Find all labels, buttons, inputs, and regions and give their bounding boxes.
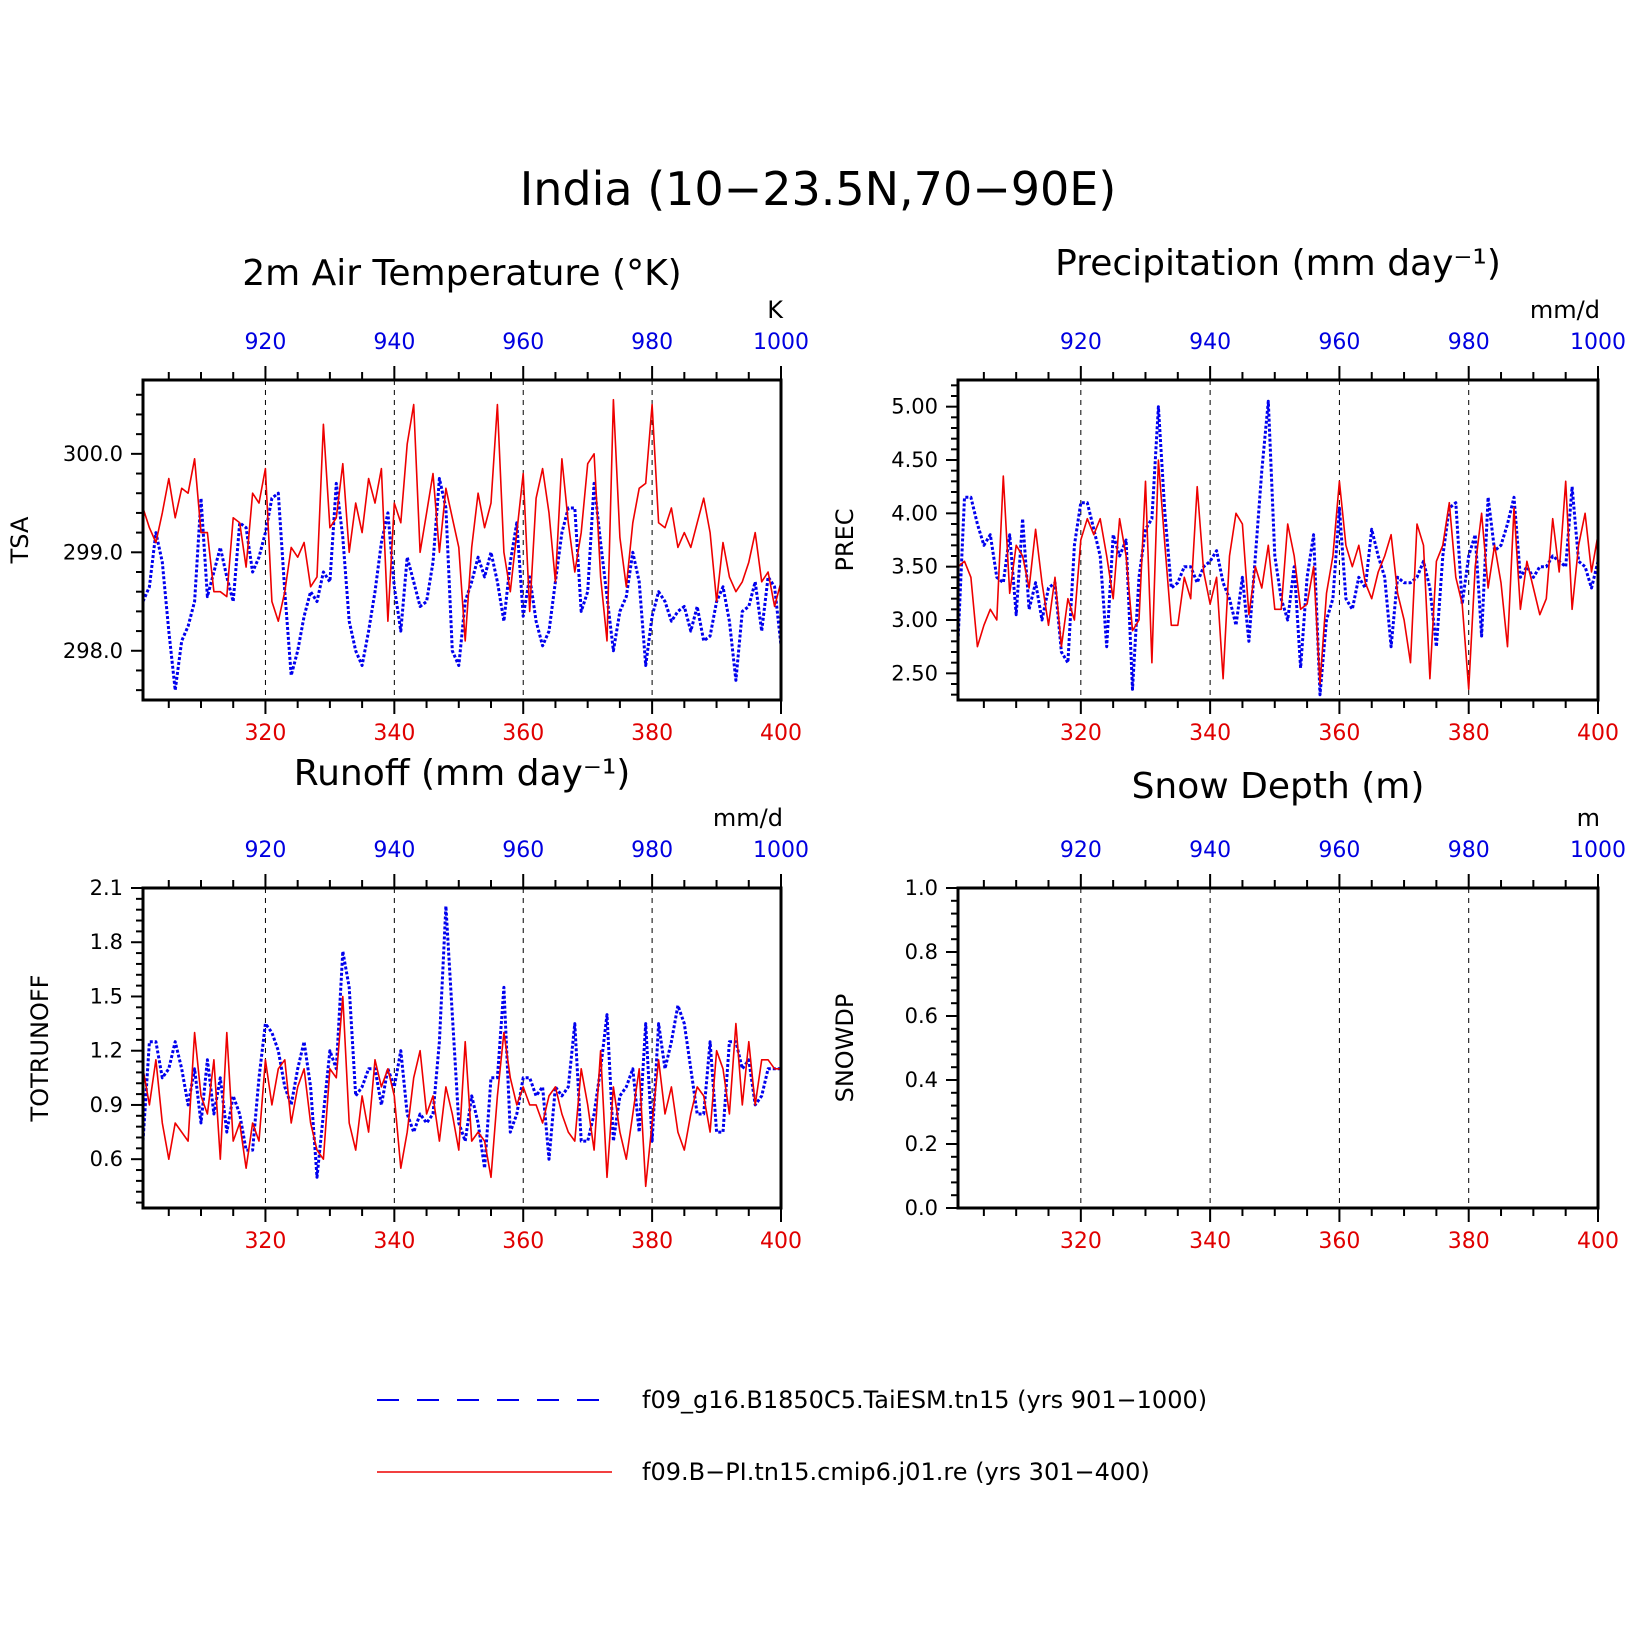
x-tick-label-bottom: 400 [760, 1229, 802, 1254]
y-tick-label: 0.0 [905, 1196, 938, 1220]
panel-title: Precipitation (mm day⁻¹) [1055, 243, 1501, 284]
x-tick-label-top: 1000 [1570, 330, 1626, 355]
y-tick-label: 299.0 [63, 540, 123, 564]
panel-snowdp: Snow Depth (m) 320 340 360 380 400 920 940 960 98… [831, 766, 1626, 1254]
y-tick-label: 0.2 [905, 1132, 938, 1156]
series-line-cmip6 [142, 995, 781, 1188]
x-tick-label-top: 920 [1060, 330, 1102, 355]
series-line-taiesm [956, 399, 1600, 697]
x-tick-label-bottom: 380 [1448, 1229, 1490, 1254]
y-tick-label: 1.5 [90, 984, 123, 1008]
plot-frame [956, 886, 1600, 1210]
x-tick-label-top: 940 [373, 330, 415, 355]
y-tick-label: 2.50 [891, 661, 938, 685]
y-tick-label: 300.0 [63, 442, 123, 466]
x-tick-label-top: 980 [1448, 330, 1490, 355]
plot-frame [141, 378, 783, 702]
x-tick-label-top: 940 [1189, 838, 1231, 863]
x-tick-label-top: 980 [1448, 838, 1490, 863]
series-line-cmip6 [957, 459, 1599, 691]
x-tick-label-top: 980 [631, 838, 673, 863]
x-tick-label-top: 920 [1060, 838, 1102, 863]
x-tick-label-top: 960 [1318, 330, 1360, 355]
x-tick-label-bottom: 400 [760, 721, 802, 746]
x-tick-label-bottom: 340 [373, 1229, 415, 1254]
panel-title: Runoff (mm day⁻¹) [294, 753, 631, 794]
panel-title: 2m Air Temperature (°K) [242, 253, 681, 294]
x-tick-label-bottom: 360 [1318, 721, 1360, 746]
y-tick-label: 4.50 [891, 448, 938, 472]
x-tick-label-top: 940 [373, 838, 415, 863]
x-tick-label-bottom: 340 [1189, 1229, 1231, 1254]
panel-tsa: 2m Air Temperature (°K) 320 340 360 380 400 92… [6, 253, 809, 746]
y-axis-label: TOTRUNOFF [26, 975, 54, 1123]
x-tick-label-top: 1000 [753, 330, 809, 355]
y-axis-label: PREC [831, 508, 859, 571]
y-axis-label: SNOWDP [831, 994, 859, 1103]
y-tick-label: 0.8 [905, 940, 938, 964]
x-tick-label-bottom: 320 [244, 1229, 286, 1254]
x-tick-label-top: 1000 [753, 838, 809, 863]
y-tick-label: 5.00 [891, 395, 938, 419]
x-tick-label-top: 1000 [1570, 838, 1626, 863]
x-tick-label-bottom: 320 [244, 721, 286, 746]
x-tick-label-bottom: 380 [1448, 721, 1490, 746]
y-tick-label: 0.6 [905, 1004, 938, 1028]
plot-frame [956, 378, 1600, 702]
x-tick-label-top: 960 [502, 330, 544, 355]
units-label: m [1577, 804, 1600, 832]
x-tick-label-bottom: 380 [631, 1229, 673, 1254]
figure-title: India (10−23.5N,70−90E) [520, 162, 1117, 216]
y-tick-label: 4.00 [891, 501, 938, 525]
x-tick-label-bottom: 320 [1060, 721, 1102, 746]
y-tick-label: 2.1 [90, 876, 123, 900]
panel-prec: Precipitation (mm day⁻¹) 320 340 360 380 400 9… [831, 243, 1626, 746]
legend-label: f09.B−PI.tn15.cmip6.j01.re (yrs 301−400) [642, 1458, 1150, 1486]
units-label: K [767, 296, 784, 324]
series-line-cmip6 [142, 398, 782, 642]
units-label: mm/d [713, 804, 783, 832]
x-tick-label-bottom: 360 [502, 1229, 544, 1254]
y-tick-label: 3.50 [891, 555, 938, 579]
units-label: mm/d [1530, 296, 1600, 324]
x-tick-label-bottom: 400 [1577, 721, 1619, 746]
x-tick-label-bottom: 320 [1060, 1229, 1102, 1254]
x-tick-label-bottom: 400 [1577, 1229, 1619, 1254]
panel-title: Snow Depth (m) [1132, 766, 1425, 807]
series-line-taiesm [141, 904, 781, 1179]
legend-label: f09_g16.B1850C5.TaiESM.tn15 (yrs 901−100… [642, 1386, 1207, 1414]
y-tick-label: 0.9 [90, 1093, 123, 1117]
y-tick-label: 1.8 [90, 930, 123, 954]
panel-totrunoff: Runoff (mm day⁻¹) 320 340 360 380 400 920 940 96… [26, 753, 809, 1254]
y-tick-label: 0.4 [905, 1068, 938, 1092]
legend: f09_g16.B1850C5.TaiESM.tn15 (yrs 901−100… [377, 1386, 1207, 1486]
x-tick-label-top: 920 [244, 838, 286, 863]
x-tick-label-bottom: 360 [1318, 1229, 1360, 1254]
x-tick-label-top: 980 [631, 330, 673, 355]
y-tick-label: 3.00 [891, 608, 938, 632]
y-axis-label: TSA [6, 516, 34, 564]
plot-frame [141, 886, 783, 1210]
y-tick-label: 298.0 [63, 639, 123, 663]
panels: 2m Air Temperature (°K) 320 340 360 380 400 92… [6, 243, 1626, 1254]
x-tick-label-top: 920 [244, 330, 286, 355]
y-tick-label: 1.0 [905, 876, 938, 900]
x-tick-label-bottom: 380 [631, 721, 673, 746]
x-tick-label-bottom: 360 [502, 721, 544, 746]
x-tick-label-top: 960 [1318, 838, 1360, 863]
x-tick-label-top: 940 [1189, 330, 1231, 355]
x-tick-label-bottom: 340 [1189, 721, 1231, 746]
x-tick-label-top: 960 [502, 838, 544, 863]
x-tick-label-bottom: 340 [373, 721, 415, 746]
y-tick-label: 1.2 [90, 1039, 123, 1063]
y-tick-label: 0.6 [90, 1147, 123, 1171]
